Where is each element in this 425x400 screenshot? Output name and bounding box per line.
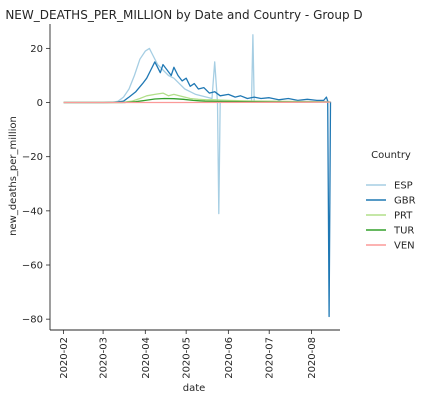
axes: 20 0 −20 −40 −60 −80 2020-02 2020-03 2020-04 2020…: [22, 24, 340, 379]
legend-label-gbr: GBR: [394, 196, 416, 207]
x-tick-label: 2020-02: [59, 337, 70, 379]
x-axis-label: date: [183, 383, 206, 394]
y-tick-label: −60: [22, 261, 43, 272]
x-tick-label: 2020-05: [182, 337, 193, 379]
y-tick-label: −80: [22, 315, 43, 326]
y-axis-label: new_deaths_per_million: [8, 116, 19, 236]
y-tick-label: 20: [30, 44, 43, 55]
legend-label-ven: VEN: [394, 241, 415, 252]
x-tick-label: 2020-08: [307, 337, 318, 379]
x-tick-label: 2020-04: [141, 337, 152, 379]
y-tick-label: 0: [37, 98, 43, 109]
x-tick-label: 2020-03: [99, 337, 110, 379]
legend: Country ESP GBR PRT TUR VEN: [366, 150, 416, 252]
y-tick-label: −20: [22, 152, 43, 163]
legend-label-esp: ESP: [394, 181, 413, 192]
plot-area: [63, 34, 332, 318]
series-line-esp: [63, 34, 330, 215]
series-line-prt: [63, 92, 331, 104]
legend-title: Country: [371, 150, 411, 161]
legend-label-tur: TUR: [393, 226, 414, 237]
legend-label-prt: PRT: [394, 211, 413, 222]
series-line-gbr: [63, 61, 332, 318]
chart-title: NEW_DEATHS_PER_MILLION by Date and Count…: [5, 8, 362, 22]
y-tick-label: −40: [22, 206, 43, 217]
x-tick-label: 2020-07: [265, 337, 276, 379]
x-tick-label: 2020-06: [224, 337, 235, 379]
